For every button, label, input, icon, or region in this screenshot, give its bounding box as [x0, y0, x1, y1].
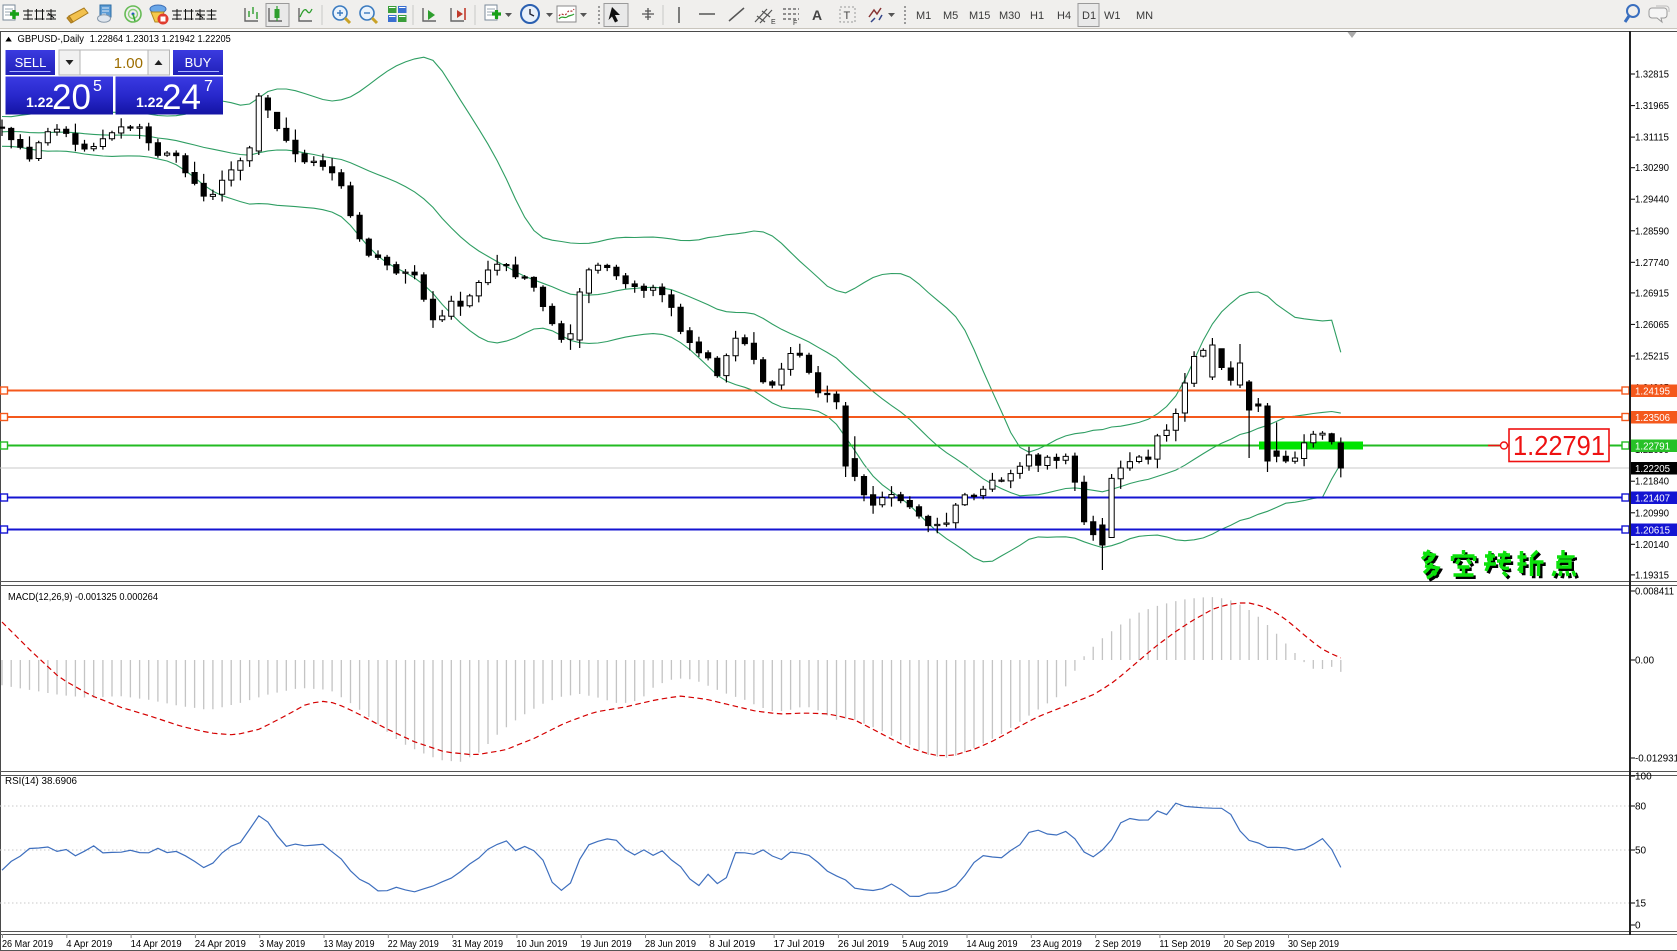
svg-text:0: 0	[1635, 921, 1641, 932]
svg-text:28 Jun 2019: 28 Jun 2019	[645, 939, 696, 950]
svg-text:17 Jul 2019: 17 Jul 2019	[774, 939, 825, 950]
svg-text:1.31965: 1.31965	[1635, 101, 1669, 112]
svg-text:14 Aug 2019: 14 Aug 2019	[967, 939, 1018, 950]
svg-text:H1: H1	[1030, 10, 1044, 22]
svg-text:1.31115: 1.31115	[1635, 133, 1669, 144]
svg-text:A: A	[812, 7, 822, 23]
svg-text:H4: H4	[1057, 10, 1071, 22]
svg-text:1.26065: 1.26065	[1635, 320, 1669, 331]
svg-text:80: 80	[1635, 802, 1647, 813]
svg-text:1.24195: 1.24195	[1635, 386, 1670, 397]
svg-text:M30: M30	[999, 10, 1020, 22]
svg-text:1.22864 1.23013 1.21942 1.2220: 1.22864 1.23013 1.21942 1.22205	[90, 34, 231, 45]
svg-text:2 Sep 2019: 2 Sep 2019	[1095, 939, 1141, 950]
svg-text:50: 50	[1635, 846, 1647, 857]
svg-text:20 Sep 2019: 20 Sep 2019	[1224, 939, 1275, 950]
svg-text:19 Jun 2019: 19 Jun 2019	[581, 939, 632, 950]
svg-text:D1: D1	[1082, 10, 1096, 22]
svg-text:26 Jul 2019: 26 Jul 2019	[838, 939, 889, 950]
svg-text:4 Apr 2019: 4 Apr 2019	[66, 939, 112, 950]
svg-text:1.28590: 1.28590	[1635, 226, 1669, 237]
svg-text:7: 7	[204, 78, 213, 95]
svg-text:1.22791: 1.22791	[1635, 441, 1670, 452]
svg-text:10 Jun 2019: 10 Jun 2019	[516, 939, 567, 950]
svg-text:22 May 2019: 22 May 2019	[388, 939, 439, 950]
svg-text:M1: M1	[916, 10, 931, 22]
svg-text:1.30290: 1.30290	[1635, 163, 1669, 174]
svg-text:T: T	[844, 10, 851, 22]
svg-text:M5: M5	[943, 10, 958, 22]
svg-text:3 May 2019: 3 May 2019	[259, 939, 305, 950]
svg-text:F: F	[793, 20, 797, 27]
svg-text:MN: MN	[1136, 10, 1153, 22]
svg-text:RSI(14) 38.6906: RSI(14) 38.6906	[5, 776, 77, 787]
svg-text:GBPUSD-,Daily: GBPUSD-,Daily	[18, 34, 85, 45]
svg-text:W1: W1	[1104, 10, 1121, 22]
svg-text:1.29440: 1.29440	[1635, 195, 1669, 206]
svg-text:M15: M15	[969, 10, 990, 22]
svg-text:23 Aug 2019: 23 Aug 2019	[1031, 939, 1082, 950]
svg-text:8 Jul 2019: 8 Jul 2019	[709, 939, 755, 950]
svg-text:5 Aug 2019: 5 Aug 2019	[902, 939, 948, 950]
svg-text:BUY: BUY	[185, 55, 212, 70]
svg-text:11 Sep 2019: 11 Sep 2019	[1159, 939, 1210, 950]
svg-text:1.22: 1.22	[26, 94, 53, 110]
svg-text:1.22205: 1.22205	[1635, 464, 1670, 475]
svg-text:0.00: 0.00	[1635, 656, 1654, 667]
svg-text:0.008411: 0.008411	[1635, 587, 1674, 598]
svg-text:1.32815: 1.32815	[1635, 70, 1669, 81]
svg-text:-0.012931: -0.012931	[1635, 754, 1677, 765]
svg-text:1.20990: 1.20990	[1635, 508, 1669, 519]
svg-text:1.20615: 1.20615	[1635, 525, 1670, 536]
svg-text:24: 24	[162, 78, 201, 117]
svg-text:31 May 2019: 31 May 2019	[452, 939, 503, 950]
svg-text:1.25215: 1.25215	[1635, 352, 1669, 363]
svg-text:1.21407: 1.21407	[1635, 493, 1670, 504]
svg-text:1.22: 1.22	[136, 94, 163, 110]
svg-text:100: 100	[1635, 772, 1652, 783]
svg-text:30 Sep 2019: 30 Sep 2019	[1288, 939, 1339, 950]
svg-text:26 Mar 2019: 26 Mar 2019	[2, 939, 53, 950]
svg-text:1.19315: 1.19315	[1635, 570, 1669, 581]
svg-text:1.22791: 1.22791	[1513, 430, 1605, 461]
svg-text:13 May 2019: 13 May 2019	[324, 939, 375, 950]
svg-text:1.00: 1.00	[114, 55, 143, 72]
svg-text:1.21840: 1.21840	[1635, 477, 1669, 488]
svg-text:24 Apr 2019: 24 Apr 2019	[195, 939, 246, 950]
svg-text:1.20140: 1.20140	[1635, 540, 1669, 551]
svg-text:1.27740: 1.27740	[1635, 258, 1669, 269]
svg-text:1.26915: 1.26915	[1635, 288, 1669, 299]
svg-text:15: 15	[1635, 899, 1647, 910]
svg-text:E: E	[771, 19, 776, 26]
svg-text:SELL: SELL	[15, 55, 47, 70]
svg-text:20: 20	[52, 78, 91, 117]
svg-text:1.23506: 1.23506	[1635, 413, 1670, 424]
svg-text:14 Apr 2019: 14 Apr 2019	[131, 939, 182, 950]
svg-text:MACD(12,26,9) -0.001325 0.0002: MACD(12,26,9) -0.001325 0.000264	[8, 592, 158, 603]
svg-text:5: 5	[93, 78, 102, 95]
